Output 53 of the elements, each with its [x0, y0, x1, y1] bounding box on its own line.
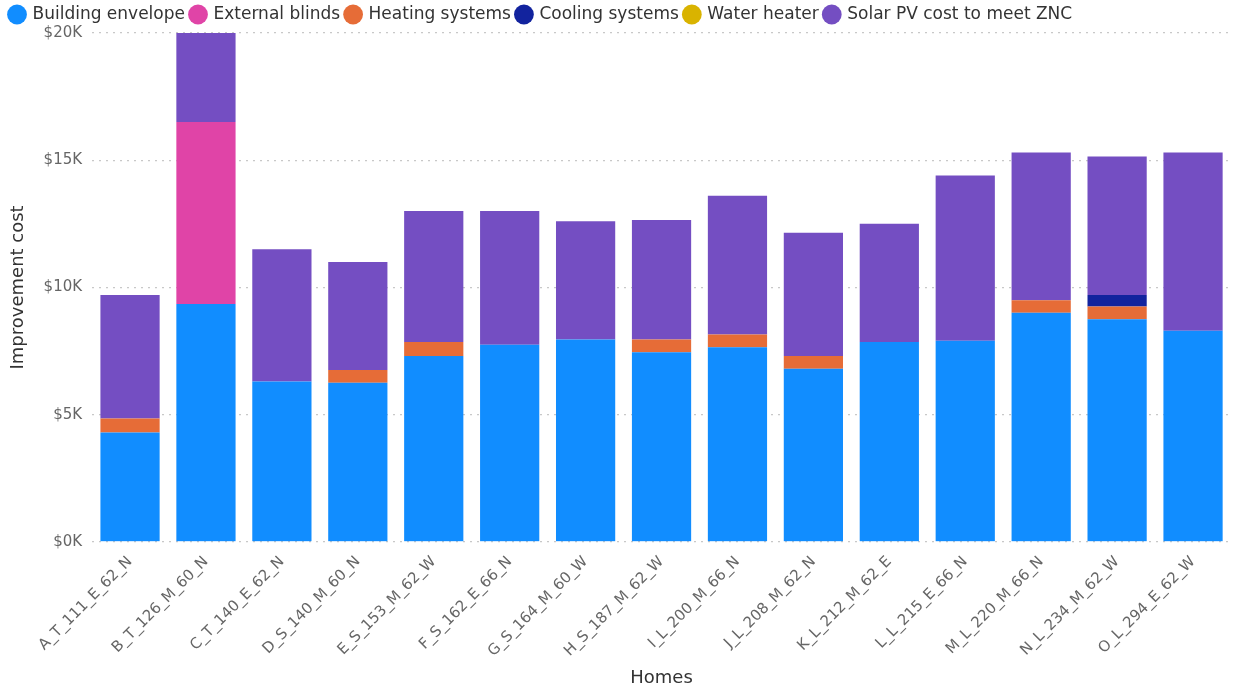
legend-label: Solar PV cost to meet ZNC — [847, 2, 1073, 23]
bar — [328, 370, 388, 383]
x-axis-title: Homes — [630, 665, 693, 687]
bar — [480, 344, 540, 542]
legend-label: External blinds — [213, 2, 341, 23]
y-tick-label: $10K — [43, 277, 84, 296]
bar — [1087, 295, 1147, 307]
bar — [707, 334, 768, 348]
bar — [1087, 319, 1147, 542]
bar — [1087, 306, 1147, 320]
bar — [783, 356, 843, 369]
bar — [176, 303, 236, 542]
bar — [404, 342, 464, 357]
bar — [252, 381, 312, 542]
bar — [631, 352, 692, 542]
bar — [707, 195, 768, 335]
bar — [100, 295, 160, 419]
bar — [631, 339, 692, 353]
bar — [100, 418, 160, 433]
bar — [480, 211, 540, 345]
y-tick-label: $15K — [43, 150, 84, 169]
legend-label: Water heater — [707, 2, 819, 23]
y-tick-label: $0K — [53, 531, 84, 550]
bar — [404, 211, 464, 343]
bar — [1011, 312, 1071, 542]
y-axis-title: Improvement cost — [6, 205, 28, 370]
bar — [1011, 300, 1071, 313]
bar — [328, 261, 388, 371]
bar — [328, 382, 388, 542]
bar — [252, 249, 312, 382]
bar — [783, 368, 843, 542]
bar — [935, 175, 995, 341]
bar — [1163, 330, 1223, 542]
y-tick-label: $5K — [53, 404, 84, 423]
bar — [176, 122, 236, 304]
bar — [859, 342, 919, 542]
y-tick-label: $20K — [43, 22, 84, 41]
bar — [859, 223, 919, 343]
bar — [631, 219, 692, 340]
bar — [783, 232, 843, 357]
bar — [707, 347, 768, 542]
bar — [1087, 156, 1147, 296]
bar — [176, 33, 236, 123]
bar — [555, 339, 616, 542]
bar — [555, 221, 616, 340]
bar — [404, 356, 464, 542]
bar — [100, 432, 160, 542]
legend-label: Heating systems — [368, 2, 512, 23]
bar — [935, 340, 995, 542]
legend-label: Cooling systems — [539, 2, 679, 23]
bar — [1011, 152, 1071, 301]
legend-label: Building envelope — [32, 2, 185, 23]
bar — [1163, 152, 1223, 331]
